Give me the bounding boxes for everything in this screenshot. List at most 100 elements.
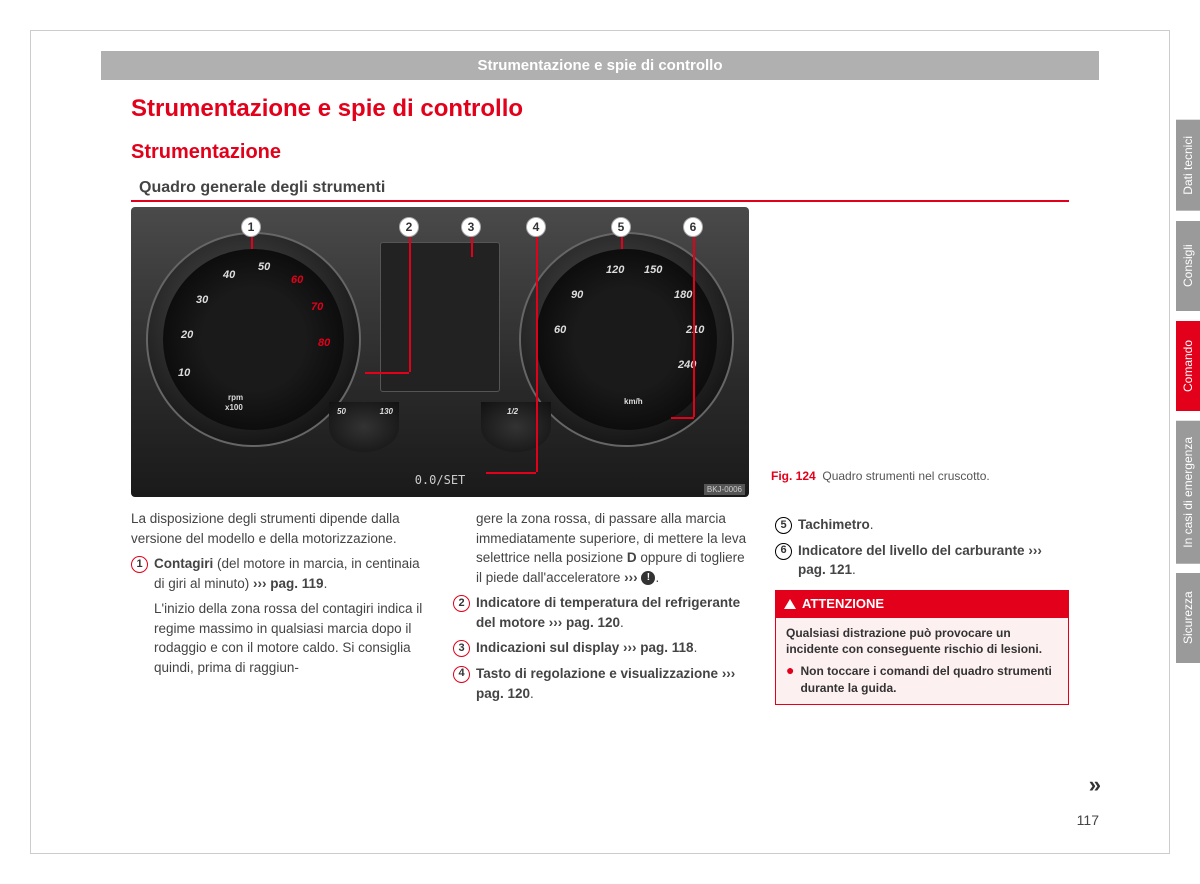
figure-row: 10 20 30 40 50 60 70 80 rpm x100 60 90 1… xyxy=(131,207,1169,497)
attention-body: Qualsiasi distrazione può provocare un i… xyxy=(776,618,1068,704)
page-header: Strumentazione e spie di controllo xyxy=(101,51,1099,80)
tab-consigli[interactable]: Consigli xyxy=(1176,221,1200,311)
rpm-tick: 40 xyxy=(223,269,235,281)
gauge-face: 10 20 30 40 50 60 70 80 rpm x100 xyxy=(163,249,344,430)
item1-continuation: gere la zona rossa, di passare alla marc… xyxy=(476,509,747,587)
attention-box: ATTENZIONE Qualsiasi distrazione può pro… xyxy=(775,590,1069,705)
leader-line xyxy=(471,237,473,257)
sub-tick: 1/2 xyxy=(507,407,518,416)
fuel-sub-gauge: 1/2 xyxy=(481,402,551,452)
list-item-3: 3 Indicazioni sul display ››› pag. 118. xyxy=(453,638,747,658)
list-item-6: 6 Indicatore del livello del carburante … xyxy=(775,541,1069,580)
rpm-unit: rpm xyxy=(228,393,243,402)
rpm-unit: x100 xyxy=(225,403,243,412)
d-position: D xyxy=(627,550,637,565)
page-ref: ››› pag. 118 xyxy=(623,640,694,655)
page-ref: ››› pag. 119 xyxy=(253,576,324,591)
callout-4: 4 xyxy=(526,217,546,237)
tab-dati-tecnici[interactable]: Dati tecnici xyxy=(1176,120,1200,211)
sub-tick: 50 xyxy=(337,407,346,416)
item-term: Indicatore del livello del carburante xyxy=(798,543,1028,558)
page-ref: ››› pag. 120 xyxy=(549,615,620,630)
speed-tick: 60 xyxy=(554,324,566,336)
item-number: 4 xyxy=(453,666,470,683)
center-display xyxy=(380,242,500,392)
callout-2: 2 xyxy=(399,217,419,237)
side-tabs: Dati tecnici Consigli Comando In casi di… xyxy=(1176,120,1200,673)
item-number: 5 xyxy=(775,517,792,534)
speed-tick: 210 xyxy=(686,324,704,336)
rpm-tick: 10 xyxy=(178,367,190,379)
page-number: 117 xyxy=(1077,812,1099,828)
speed-tick: 90 xyxy=(571,289,583,301)
item-number: 2 xyxy=(453,595,470,612)
column-3: 5 Tachimetro. 6 Indicatore del livello d… xyxy=(775,509,1069,709)
leader-line xyxy=(671,417,694,419)
page-frame: Strumentazione e spie di controllo Strum… xyxy=(30,30,1170,854)
bullet-icon: ● xyxy=(786,663,794,697)
section-title: Quadro generale degli strumenti xyxy=(139,179,1069,197)
item-number: 3 xyxy=(453,640,470,657)
speed-tick: 180 xyxy=(674,289,692,301)
figure-caption: Fig. 124 Quadro strumenti nel cruscotto. xyxy=(771,207,1081,497)
tab-sicurezza[interactable]: Sicurezza xyxy=(1176,573,1200,663)
leader-line xyxy=(486,472,536,474)
callout-3: 3 xyxy=(461,217,481,237)
tab-emergenza[interactable]: In casi di emergenza xyxy=(1176,421,1200,564)
info-icon: ! xyxy=(641,571,655,585)
list-item-4: 4 Tasto di regolazione e visualizzazione… xyxy=(453,664,747,703)
ref-arrows: ››› xyxy=(624,570,638,585)
item-number: 1 xyxy=(131,556,148,573)
main-title: Strumentazione e spie di controllo xyxy=(131,95,1169,123)
section-divider xyxy=(131,200,1069,202)
item-term: Contagiri xyxy=(154,556,217,571)
item1-body: L'inizio della zona rossa del contagiri … xyxy=(154,599,425,677)
list-item-2: 2 Indicatore di temperatura del refriger… xyxy=(453,593,747,632)
attention-text: Qualsiasi distrazione può provocare un i… xyxy=(786,626,1042,657)
tab-comando[interactable]: Comando xyxy=(1176,321,1200,411)
item-term: Tasto di regolazione e visualizzazione xyxy=(476,666,722,681)
warning-icon xyxy=(784,599,796,609)
column-1: La disposizione degli strumenti dipende … xyxy=(131,509,425,709)
rpm-tick: 50 xyxy=(258,261,270,273)
attention-title: ATTENZIONE xyxy=(802,595,884,614)
figure-caption-text: Quadro strumenti nel cruscotto. xyxy=(822,469,989,483)
list-item-1: 1 Contagiri (del motore in marcia, in ce… xyxy=(131,554,425,593)
gauge-face: 60 90 120 150 180 210 240 km/h xyxy=(536,249,717,430)
item-number: 6 xyxy=(775,543,792,560)
sub-tick: 130 xyxy=(380,407,393,416)
rpm-tick: 70 xyxy=(311,301,323,313)
temp-sub-gauge: 50 130 xyxy=(329,402,399,452)
rpm-tick: 30 xyxy=(196,294,208,306)
attention-header: ATTENZIONE xyxy=(776,591,1068,618)
speed-tick: 120 xyxy=(606,264,624,276)
list-item-5: 5 Tachimetro. xyxy=(775,515,1069,535)
rpm-tick: 20 xyxy=(181,329,193,341)
figure-number: Fig. 124 xyxy=(771,469,816,483)
attention-bullet: ● Non toccare i comandi del quadro strum… xyxy=(786,663,1058,697)
column-2: gere la zona rossa, di passare alla marc… xyxy=(453,509,747,709)
sub-title: Strumentazione xyxy=(131,141,1169,164)
speedometer-gauge: 60 90 120 150 180 210 240 km/h xyxy=(519,232,734,447)
leader-line xyxy=(251,237,253,249)
instrument-cluster-image: 10 20 30 40 50 60 70 80 rpm x100 60 90 1… xyxy=(131,207,749,497)
leader-line xyxy=(693,237,695,417)
speed-tick: 150 xyxy=(644,264,662,276)
callout-6: 6 xyxy=(683,217,703,237)
leader-line xyxy=(621,237,623,249)
speed-unit: km/h xyxy=(624,397,643,406)
odometer-readout: 0.0/SET xyxy=(415,473,466,487)
text-columns: La disposizione degli strumenti dipende … xyxy=(131,509,1069,709)
intro-text: La disposizione degli strumenti dipende … xyxy=(131,509,425,548)
callout-1: 1 xyxy=(241,217,261,237)
rpm-tick: 60 xyxy=(291,274,303,286)
callout-5: 5 xyxy=(611,217,631,237)
item-term: Tachimetro xyxy=(798,517,870,532)
continue-icon: » xyxy=(1089,772,1101,798)
item-term: Indicazioni sul display xyxy=(476,640,623,655)
attention-bullet-text: Non toccare i comandi del quadro strumen… xyxy=(800,663,1058,697)
leader-line xyxy=(409,237,411,372)
rpm-tick: 80 xyxy=(318,337,330,349)
leader-line xyxy=(536,237,538,472)
leader-line xyxy=(365,372,409,374)
